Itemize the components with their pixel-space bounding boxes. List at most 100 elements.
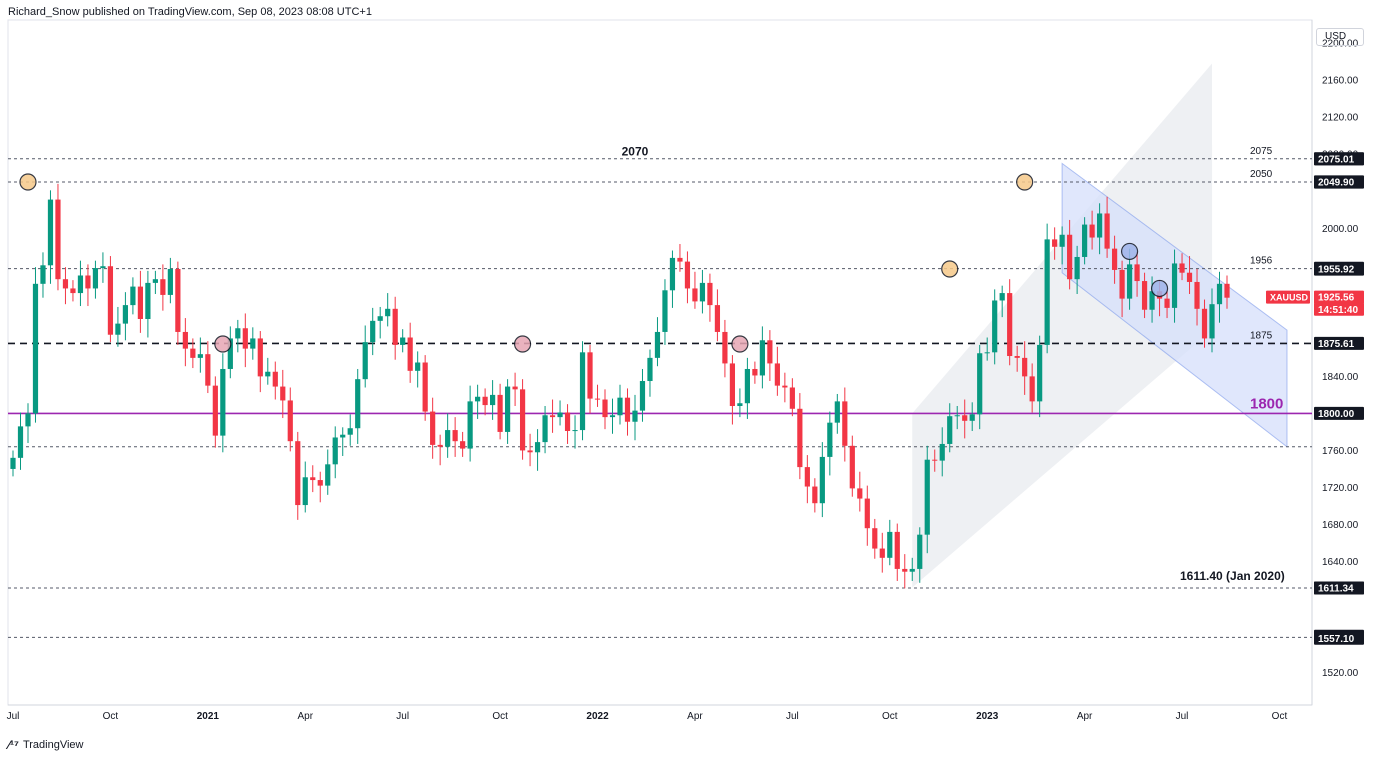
candle-body	[804, 467, 810, 487]
candle-body	[572, 430, 578, 432]
candle-body	[62, 279, 69, 289]
candle-body	[122, 305, 129, 324]
time-tick-label: Jul	[786, 711, 799, 722]
candle-body	[392, 308, 398, 345]
candle-body	[617, 397, 623, 416]
candle-body	[190, 348, 196, 358]
candle-body	[362, 342, 368, 380]
candle-body	[647, 357, 653, 382]
candle-body	[160, 279, 166, 295]
candle-body	[415, 362, 421, 371]
candle-body	[40, 265, 46, 284]
candle-body	[355, 379, 361, 429]
price-badge-label: 1925.56	[1318, 293, 1355, 304]
candle-body	[639, 381, 646, 411]
time-tick-label: Apr	[1077, 711, 1093, 722]
candle-body	[1111, 248, 1118, 270]
candle-body	[467, 401, 473, 449]
level-2075-label: 2075	[1250, 146, 1273, 157]
candle-body	[1216, 283, 1223, 305]
candle-body	[1141, 281, 1148, 310]
candle-body	[692, 288, 698, 302]
candle-body	[70, 288, 76, 294]
candle-body	[677, 257, 683, 262]
candle-body	[145, 282, 151, 319]
candle-body	[969, 414, 975, 421]
candle-body	[137, 286, 143, 319]
time-tick-label: 2021	[197, 711, 220, 722]
time-tick-label: Jul	[396, 711, 409, 722]
candle-body	[759, 340, 765, 376]
candle-body	[609, 415, 616, 418]
price-tick-label: 1520.00	[1322, 668, 1359, 679]
candle-body	[977, 353, 983, 415]
tradingview-logo-icon: ⁄¹⁷	[8, 738, 19, 752]
time-tick-label: 2022	[586, 711, 609, 722]
swing-circle-marker	[1016, 173, 1034, 191]
candle-body	[662, 290, 668, 332]
candle-body	[482, 396, 488, 406]
candle-body	[984, 352, 990, 354]
candle-body	[100, 266, 106, 269]
candle-body	[235, 328, 241, 339]
swing-circle-marker	[1150, 279, 1169, 298]
candle-body	[849, 445, 855, 489]
candle-body	[587, 352, 593, 399]
currency-selector[interactable]: USD	[1316, 28, 1364, 46]
ascending-channel	[912, 63, 1213, 588]
candle-body	[1059, 234, 1065, 247]
candle-body	[152, 279, 158, 283]
level-1956-label: 1956	[1250, 256, 1273, 267]
price-badge	[1314, 631, 1364, 645]
candle-body	[534, 442, 541, 453]
candle-body	[1224, 283, 1230, 298]
candle-body	[295, 441, 301, 506]
candle-body	[992, 300, 998, 353]
candle-body	[407, 337, 413, 371]
price-tick-label: 2200.00	[1322, 39, 1359, 50]
candle-body	[1149, 291, 1155, 310]
candle-body	[564, 412, 571, 431]
candle-body	[47, 199, 54, 266]
candle-body	[917, 534, 923, 569]
time-tick-label: Oct	[103, 711, 119, 722]
candle-body	[1097, 213, 1103, 238]
candle-body	[1201, 308, 1208, 339]
candle-body	[954, 415, 960, 417]
candle-body	[1209, 304, 1215, 339]
candle-body	[385, 308, 391, 317]
swing-circle-marker	[941, 260, 959, 278]
price-tick-label: 2000.00	[1322, 224, 1359, 235]
candle-body	[1007, 293, 1013, 357]
level-2050-label: 2050	[1250, 169, 1273, 180]
candle-body	[737, 403, 743, 407]
price-tick-label: 2120.00	[1322, 113, 1359, 124]
candle-body	[205, 354, 211, 386]
candle-body	[1119, 269, 1125, 299]
candle-body	[632, 410, 638, 422]
price-badge-label: 1611.34	[1318, 584, 1354, 595]
candle-body	[864, 498, 870, 529]
candle-body	[265, 371, 271, 377]
candle-body	[475, 396, 481, 402]
candle-body	[377, 316, 383, 321]
candle-body	[879, 548, 885, 558]
time-tick-label: Oct	[882, 711, 898, 722]
candle-body	[167, 269, 173, 295]
candle-body	[257, 338, 263, 377]
footer-brand: TradingView	[22, 739, 84, 751]
candle-body	[542, 415, 548, 443]
symbol-tag-label: XAUUSD	[1270, 293, 1309, 303]
symbol-tag	[1266, 290, 1310, 304]
candle-body	[699, 282, 706, 302]
candle-body	[55, 199, 61, 280]
candle-body	[947, 416, 953, 444]
candle-body	[220, 368, 226, 436]
price-badge-label: 1557.10	[1318, 634, 1355, 645]
candle-body	[1134, 264, 1140, 282]
time-tick-label: Jul	[1176, 711, 1189, 722]
price-badge	[1314, 290, 1364, 304]
candle-body	[1179, 263, 1185, 273]
price-badge-label: 1800.00	[1318, 409, 1355, 420]
